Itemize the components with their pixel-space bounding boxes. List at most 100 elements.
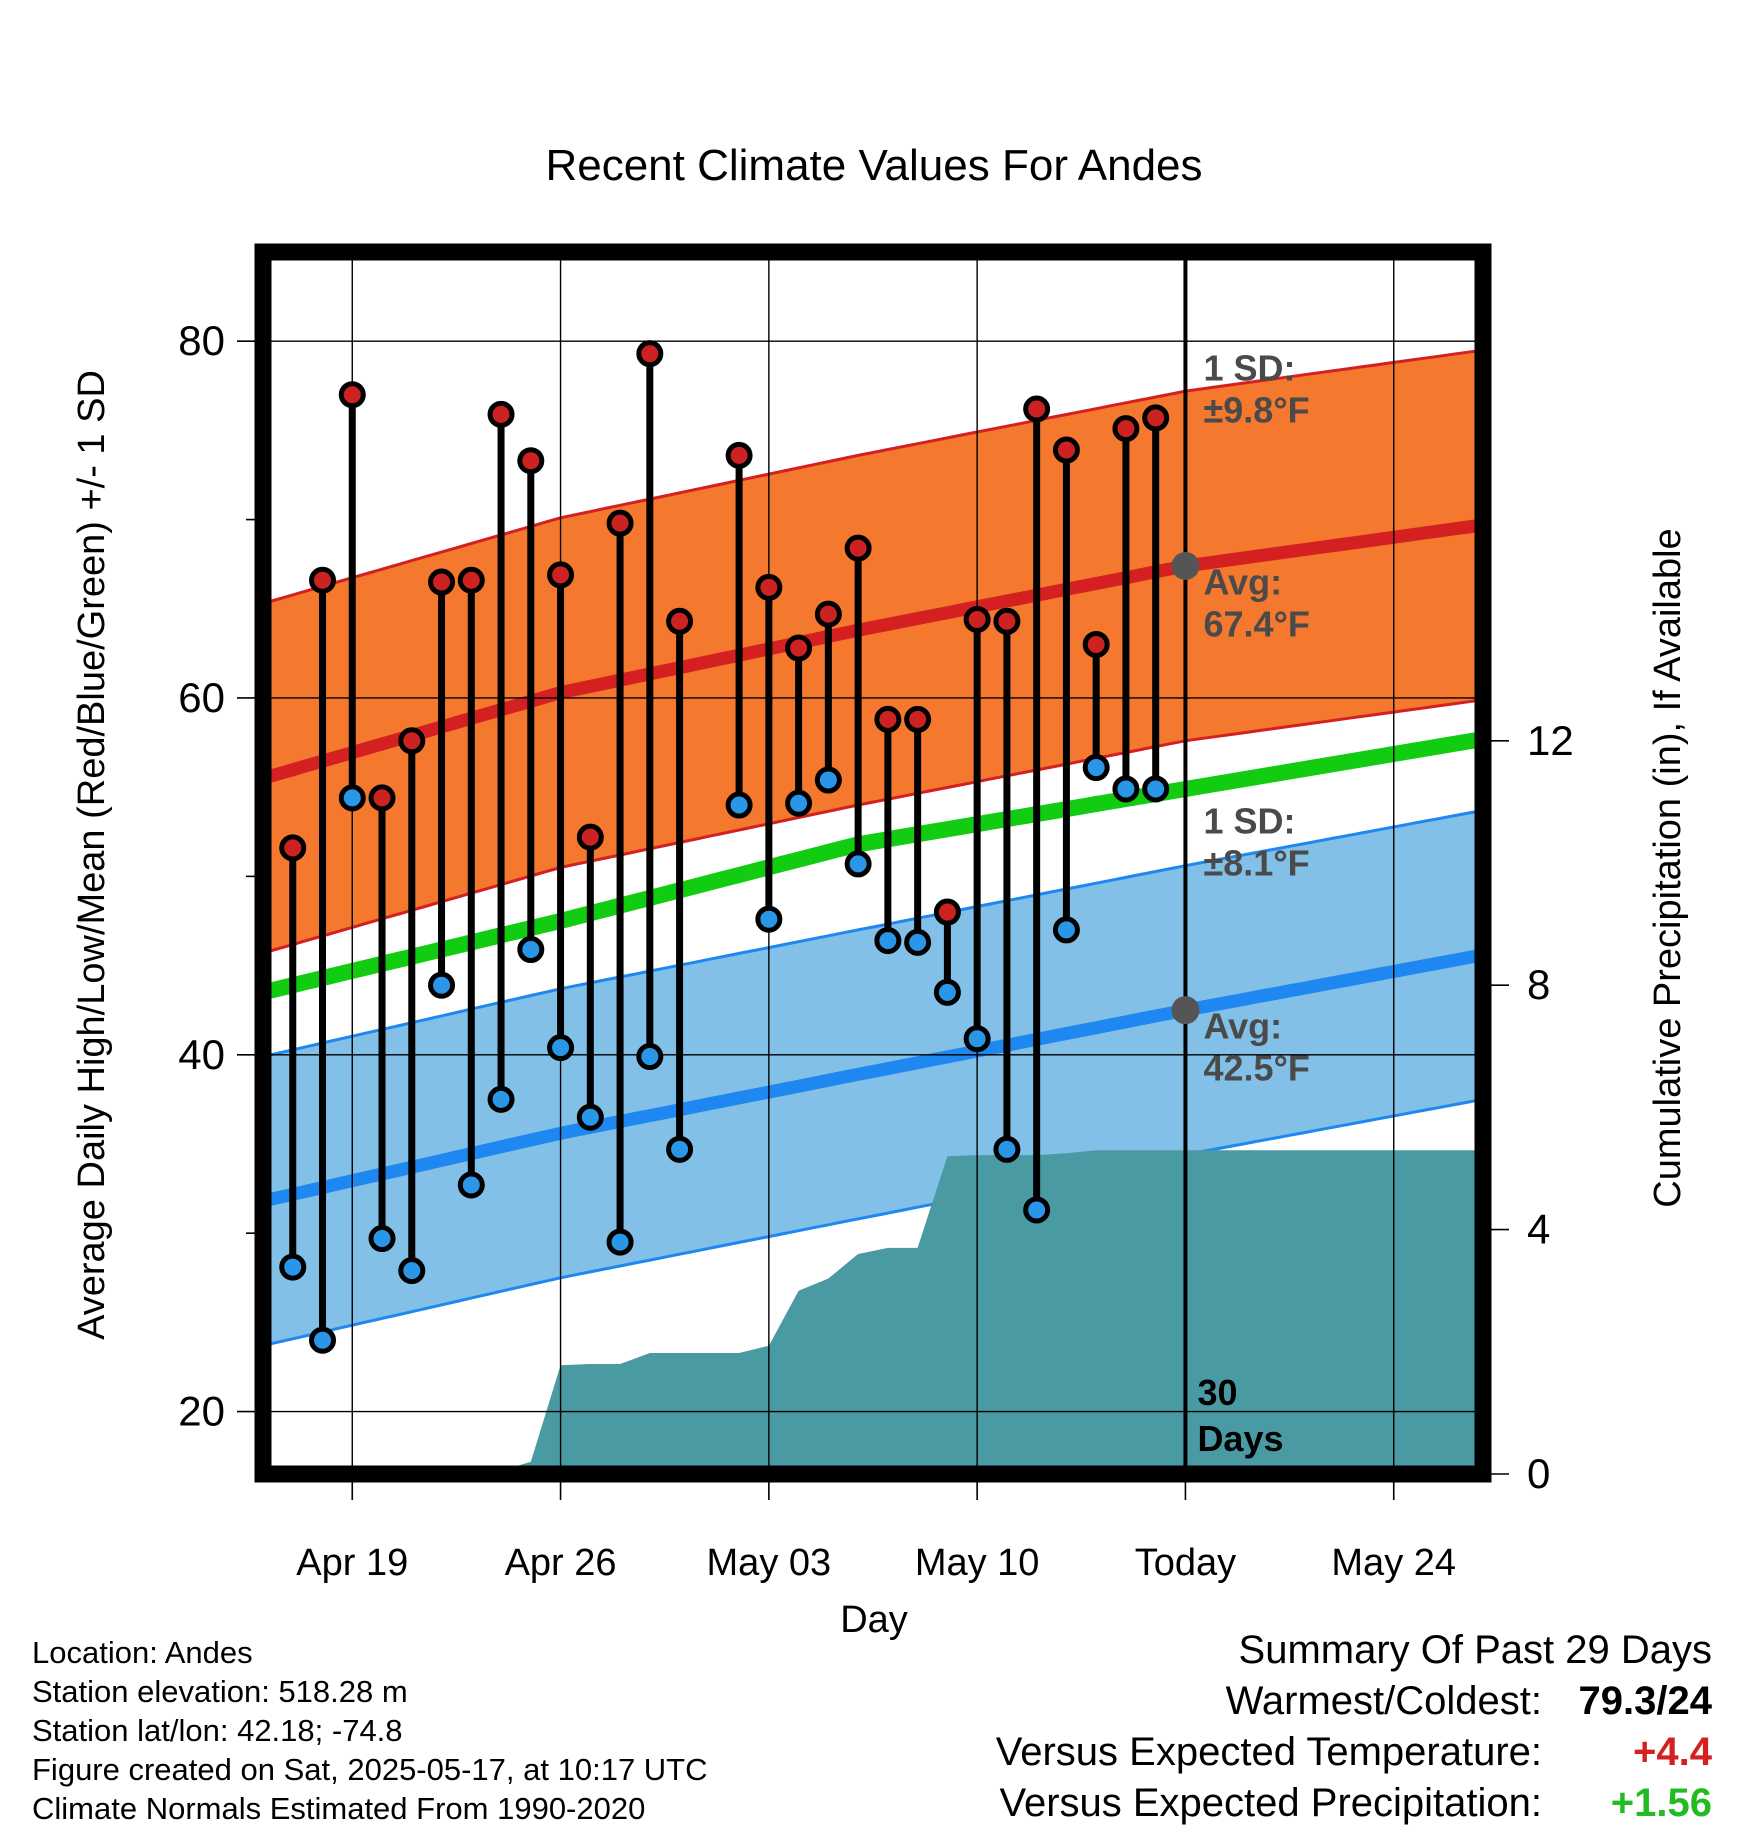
daily-low-point [814, 766, 842, 794]
daily-high-point [904, 705, 932, 733]
daily-high-point [428, 568, 456, 596]
y2-tick-label: 12 [1527, 717, 1574, 764]
low-sd-band-upper-edge [263, 808, 1483, 1059]
daily-low-point [933, 978, 961, 1006]
high-sd-band-lower-edge [263, 698, 1483, 955]
daily-high-point [636, 340, 664, 368]
normal-low-line [263, 948, 1483, 1208]
daily-high-point [874, 705, 902, 733]
high-sd-annotation: ±9.8°F [1203, 389, 1309, 430]
daily-high-point [993, 607, 1021, 635]
daily-high-point [457, 566, 485, 594]
daily-low-point [844, 850, 872, 878]
daily-high-point [1082, 630, 1110, 658]
elevation-text: Station elevation: 518.28 m [32, 1674, 408, 1709]
daily-high-point [666, 607, 694, 635]
location-text: Location: Andes [32, 1635, 253, 1670]
warm-cold-value: 79.3/24 [1578, 1679, 1712, 1723]
daily-low-point [279, 1253, 307, 1281]
low-avg-annotation: Avg: [1203, 1006, 1282, 1047]
daily-low-point [636, 1043, 664, 1071]
daily-low-point [993, 1135, 1021, 1163]
daily-low-point [1023, 1196, 1051, 1224]
daily-low-point [963, 1025, 991, 1053]
daily-high-point [1142, 404, 1170, 432]
low-sd-annotation: ±8.1°F [1203, 843, 1309, 884]
high-avg-annotation: Avg: [1203, 562, 1282, 603]
normal-mean-line [263, 731, 1483, 1001]
daily-low-point [457, 1171, 485, 1199]
daily-low-point [1112, 775, 1140, 803]
daily-high-point [517, 447, 545, 475]
today-low-normal-marker [1171, 996, 1200, 1025]
today-high-normal-marker [1171, 551, 1200, 580]
daily-low-point [1082, 754, 1110, 782]
created-text: Figure created on Sat, 2025-05-17, at 10… [32, 1752, 708, 1787]
precip-area [263, 1150, 1483, 1474]
daily-high-point [309, 566, 337, 594]
daily-high-point [279, 834, 307, 862]
x-tick-label: Apr 26 [505, 1542, 617, 1584]
daily-low-point [309, 1326, 337, 1354]
daily-high-point [606, 509, 634, 537]
daily-high-point [785, 634, 813, 662]
low-sd-band-lower-edge [263, 1097, 1483, 1348]
x-tick-label: May 03 [707, 1542, 832, 1584]
daily-low-point [904, 928, 932, 956]
y2-tick-label: 4 [1527, 1206, 1550, 1253]
y-axis-label: Average Daily High/Low/Mean (Red/Blue/Gr… [71, 370, 113, 1340]
daily-high-point [576, 823, 604, 851]
y-tick-label: 40 [178, 1031, 225, 1078]
daily-low-point [666, 1135, 694, 1163]
today-days-label: Days [1197, 1418, 1283, 1459]
x-tick-label: Today [1135, 1542, 1236, 1584]
daily-high-point [844, 534, 872, 562]
y2-axis-label: Cumulative Precipitation (in), If Availa… [1647, 528, 1689, 1207]
daily-high-point [963, 605, 991, 633]
high-avg-annotation: 67.4°F [1203, 604, 1309, 645]
latlon-text: Station lat/lon: 42.18; -74.8 [32, 1713, 403, 1748]
low-sd-annotation: 1 SD: [1203, 801, 1295, 842]
daily-low-point [398, 1257, 426, 1285]
daily-high-point [725, 441, 753, 469]
station-info: Location: Andes Station elevation: 518.2… [32, 1633, 708, 1828]
high-sd-annotation: 1 SD: [1203, 347, 1295, 388]
daily-low-point [547, 1034, 575, 1062]
daily-high-point [755, 573, 783, 601]
daily-low-point [874, 927, 902, 955]
daily-high-point [814, 600, 842, 628]
daily-low-point [517, 936, 545, 964]
summary-panel: Summary Of Past 29 Days Warmest/Coldest:… [996, 1625, 1712, 1829]
y-tick-label: 80 [178, 317, 225, 364]
daily-low-point [785, 789, 813, 817]
y-tick-label: 20 [178, 1388, 225, 1435]
daily-low-point [338, 784, 366, 812]
daily-high-point [1112, 415, 1140, 443]
high-sd-band-upper-edge [263, 348, 1483, 605]
low-avg-annotation: 42.5°F [1203, 1048, 1309, 1089]
daily-low-point [576, 1103, 604, 1131]
normal-high-line [263, 518, 1483, 785]
daily-high-point [487, 400, 515, 428]
daily-high-point [547, 561, 575, 589]
daily-low-point [755, 905, 783, 933]
high-sd-band [263, 350, 1483, 954]
summary-title: Summary Of Past 29 Days [1238, 1628, 1712, 1672]
precip-departure-label: Versus Expected Precipitation: [999, 1781, 1542, 1825]
daily-low-point [368, 1225, 396, 1253]
daily-high-point [1023, 395, 1051, 423]
x-tick-label: May 10 [915, 1542, 1040, 1584]
today-days-label: 30 [1197, 1372, 1237, 1413]
daily-high-point [398, 727, 426, 755]
daily-low-point [725, 791, 753, 819]
plot-frame [254, 243, 1492, 1483]
temp-departure-label: Versus Expected Temperature: [995, 1730, 1542, 1774]
daily-low-point [1052, 916, 1080, 944]
daily-high-point [933, 898, 961, 926]
daily-high-point [1052, 436, 1080, 464]
daily-low-point [1142, 775, 1170, 803]
x-tick-label: May 24 [1331, 1542, 1456, 1584]
y-tick-label: 60 [178, 674, 225, 721]
